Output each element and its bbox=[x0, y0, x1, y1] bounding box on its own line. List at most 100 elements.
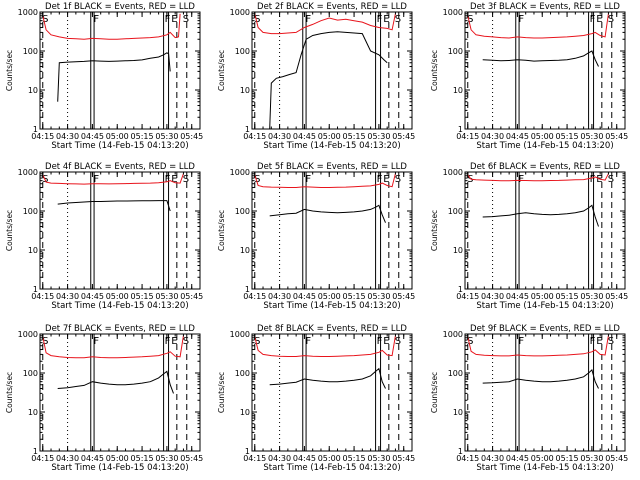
x-tick-label: 05:45 bbox=[605, 292, 628, 301]
y-tick-label: 1 bbox=[33, 285, 38, 294]
y-tick-label: 100 bbox=[448, 369, 463, 378]
y-axis-label: Counts/sec bbox=[5, 372, 14, 413]
marker-label: F bbox=[165, 14, 171, 25]
x-axis-label: Start Time (14-Feb-15 04:13:20) bbox=[263, 301, 400, 311]
x-tick-label: 04:15 bbox=[31, 292, 54, 301]
y-tick-label: 10 bbox=[453, 408, 463, 417]
x-tick-label: 04:30 bbox=[481, 132, 504, 141]
x-tick-label: 05:00 bbox=[106, 132, 129, 141]
x-tick-label: 04:15 bbox=[456, 292, 479, 301]
marker-label: S bbox=[608, 174, 614, 185]
series-lld-line bbox=[42, 13, 181, 40]
x-tick-label: 05:00 bbox=[318, 132, 341, 141]
x-tick-label: 04:30 bbox=[481, 454, 504, 463]
x-tick-label: 05:00 bbox=[106, 454, 129, 463]
plot-frame bbox=[464, 11, 626, 130]
chart-title: Det 4f BLACK = Events, RED = LLD bbox=[45, 162, 195, 172]
series-lld-line bbox=[254, 335, 396, 357]
series-lld-line bbox=[254, 173, 396, 188]
x-tick-label: 04:45 bbox=[506, 454, 529, 463]
y-tick-label: 100 bbox=[235, 47, 250, 56]
plot-frame bbox=[39, 11, 201, 130]
marker-label: S bbox=[467, 336, 473, 347]
x-tick-label: 05:15 bbox=[131, 132, 154, 141]
marker-label: S bbox=[42, 14, 48, 25]
y-tick-label: 1000 bbox=[18, 330, 38, 339]
y-tick-label: 10 bbox=[28, 246, 38, 255]
marker-label: F bbox=[590, 174, 596, 185]
x-tick-label: 04:15 bbox=[243, 454, 266, 463]
x-tick-label: 05:30 bbox=[367, 454, 390, 463]
marker-label: S bbox=[254, 174, 260, 185]
x-tick-label: 05:15 bbox=[343, 132, 366, 141]
x-tick-label: 05:00 bbox=[531, 292, 554, 301]
y-axis-label: Counts/sec bbox=[217, 50, 226, 91]
x-tick-label: 04:15 bbox=[456, 454, 479, 463]
y-tick-label: 1000 bbox=[443, 8, 463, 17]
y-tick-label: 1000 bbox=[230, 168, 250, 177]
y-tick-label: 1000 bbox=[18, 168, 38, 177]
marker-label: F bbox=[590, 14, 596, 25]
x-tick-label: 05:00 bbox=[106, 292, 129, 301]
y-tick-label: 1000 bbox=[443, 168, 463, 177]
x-axis-label: Start Time (14-Feb-15 04:13:20) bbox=[476, 301, 613, 311]
marker-label: F bbox=[93, 14, 99, 25]
y-tick-label: 10 bbox=[240, 86, 250, 95]
x-tick-label: 04:30 bbox=[56, 132, 79, 141]
y-tick-label: 1 bbox=[458, 285, 463, 294]
plot-frame bbox=[251, 333, 413, 452]
chart-title: Det 7f BLACK = Events, RED = LLD bbox=[45, 324, 195, 334]
series-events-line bbox=[482, 368, 599, 389]
series-lld-line bbox=[467, 335, 609, 357]
x-tick-label: 05:45 bbox=[180, 292, 203, 301]
y-tick-label: 1000 bbox=[18, 8, 38, 17]
y-tick-label: 1000 bbox=[230, 330, 250, 339]
x-tick-label: 05:45 bbox=[392, 292, 415, 301]
x-tick-label: 04:45 bbox=[81, 454, 104, 463]
y-tick-label: 1 bbox=[33, 125, 38, 134]
x-tick-label: 04:45 bbox=[293, 292, 316, 301]
marker-label: S bbox=[608, 14, 614, 25]
y-tick-label: 100 bbox=[235, 369, 250, 378]
y-tick-label: 1 bbox=[245, 447, 250, 456]
x-tick-label: 05:45 bbox=[605, 132, 628, 141]
x-tick-label: 04:30 bbox=[56, 454, 79, 463]
x-tick-label: 04:30 bbox=[56, 292, 79, 301]
x-axis-label: Start Time (14-Feb-15 04:13:20) bbox=[263, 463, 400, 473]
y-tick-label: 10 bbox=[240, 408, 250, 417]
y-tick-label: 1 bbox=[458, 447, 463, 456]
x-tick-label: 04:15 bbox=[31, 454, 54, 463]
x-tick-label: 04:45 bbox=[506, 132, 529, 141]
y-tick-label: 1000 bbox=[443, 330, 463, 339]
chart-title: Det 1f BLACK = Events, RED = LLD bbox=[45, 2, 195, 12]
y-axis-label: Counts/sec bbox=[5, 50, 14, 91]
marker-label: F bbox=[305, 174, 311, 185]
chart-title: Det 6f BLACK = Events, RED = LLD bbox=[470, 162, 620, 172]
x-axis-label: Start Time (14-Feb-15 04:13:20) bbox=[263, 141, 400, 151]
x-axis-label: Start Time (14-Feb-15 04:13:20) bbox=[51, 301, 188, 311]
plot-frame bbox=[251, 171, 413, 290]
x-axis-label: Start Time (14-Feb-15 04:13:20) bbox=[51, 141, 188, 151]
series-lld-line bbox=[42, 173, 184, 185]
y-axis-label: Counts/sec bbox=[430, 210, 439, 251]
marker-label: E bbox=[383, 14, 389, 25]
marker-label: S bbox=[608, 336, 614, 347]
marker-label: E bbox=[596, 174, 602, 185]
series-lld-line bbox=[254, 13, 396, 35]
marker-label: E bbox=[171, 336, 177, 347]
y-tick-label: 1 bbox=[245, 125, 250, 134]
marker-label: E bbox=[596, 336, 602, 347]
x-axis-label: Start Time (14-Feb-15 04:13:20) bbox=[51, 463, 188, 473]
series-events-line bbox=[57, 200, 171, 212]
plot-frame bbox=[464, 171, 626, 290]
series-lld-line bbox=[467, 13, 609, 39]
series-lld-line bbox=[467, 173, 609, 182]
x-tick-label: 04:30 bbox=[481, 292, 504, 301]
x-tick-label: 05:30 bbox=[155, 454, 178, 463]
y-tick-label: 1 bbox=[245, 285, 250, 294]
marker-label: S bbox=[395, 174, 401, 185]
